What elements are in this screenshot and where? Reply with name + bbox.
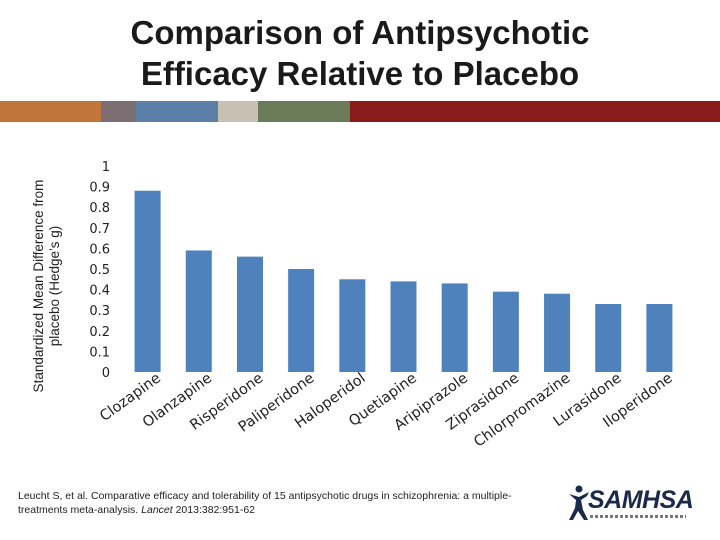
color-segment	[258, 101, 350, 122]
bar	[646, 304, 673, 372]
color-segment	[350, 101, 720, 122]
citation: Leucht S, et al. Comparative efficacy an…	[18, 489, 553, 517]
bar	[441, 283, 468, 372]
y-tick-label: 0.6	[89, 242, 110, 257]
color-segment	[136, 101, 218, 122]
bar	[288, 269, 315, 372]
y-tick-label: 0.5	[89, 263, 110, 278]
y-tick-label: 0.7	[89, 222, 110, 237]
person-figure-icon	[569, 485, 589, 520]
citation-journal: Lancet	[141, 504, 173, 516]
bar	[595, 304, 622, 372]
y-tick-label: 0.2	[89, 325, 110, 340]
x-tick-label: Chlorpromazine	[471, 370, 573, 450]
citation-text: Leucht S, et al. Comparative efficacy an…	[18, 490, 512, 516]
color-segment	[218, 101, 258, 122]
bar	[134, 190, 161, 372]
bar	[492, 291, 519, 372]
bar	[544, 293, 571, 372]
bar	[339, 279, 366, 372]
y-tick-label: 0.9	[89, 181, 110, 196]
color-segment	[0, 101, 101, 122]
decorative-color-bar	[0, 101, 720, 122]
bar	[185, 250, 212, 372]
logo-wordmark: SAMHSA	[588, 486, 694, 514]
samhsa-logo: SAMHSA	[566, 484, 694, 524]
y-tick-label: 0.8	[89, 201, 110, 216]
y-tick-label: 0.4	[89, 284, 110, 299]
slide-title: Comparison of Antipsychotic Efficacy Rel…	[0, 12, 720, 94]
citation-pages: 2013:382:951-62	[172, 504, 255, 516]
title-line-2: Efficacy Relative to Placebo	[140, 55, 580, 92]
color-segment	[101, 101, 136, 122]
y-tick-label: 0.3	[89, 304, 110, 319]
y-tick-label: 0.1	[89, 345, 110, 360]
bar	[236, 256, 263, 372]
y-tick-label: 0	[102, 366, 110, 381]
bar	[390, 281, 417, 372]
y-tick-label: 1	[102, 160, 110, 175]
title-line-1: Comparison of Antipsychotic	[130, 14, 590, 51]
logo-tagline	[590, 515, 686, 518]
